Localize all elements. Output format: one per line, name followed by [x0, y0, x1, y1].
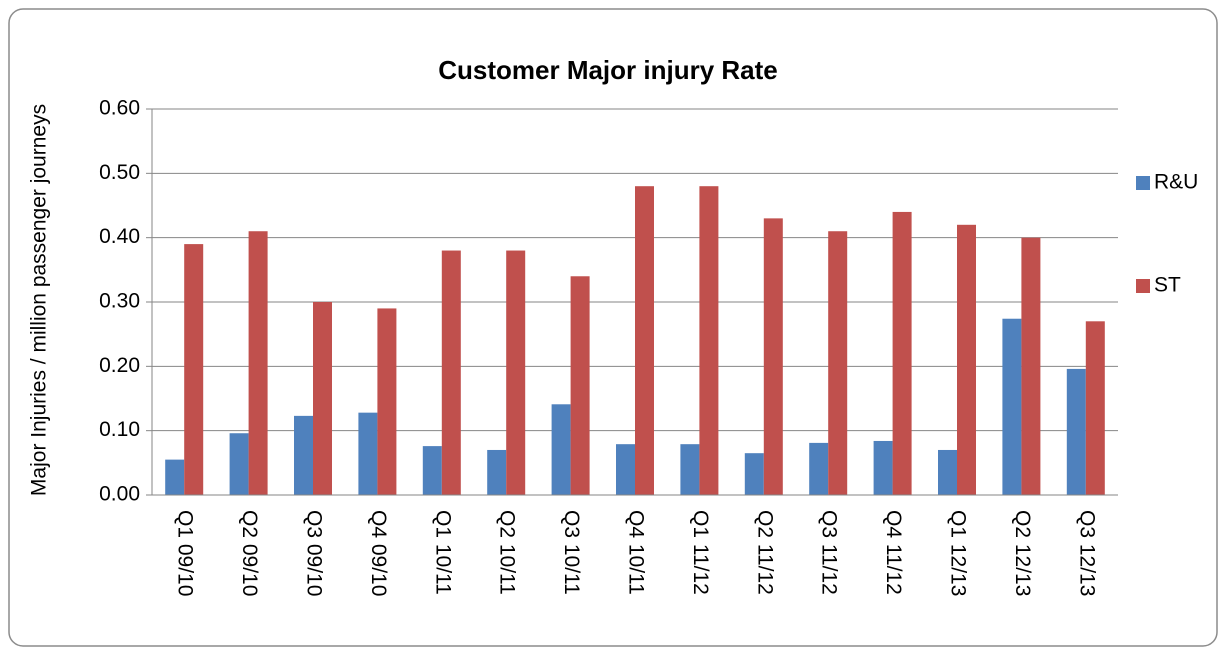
- bar: [506, 250, 526, 495]
- bar: [551, 404, 571, 495]
- bar: [377, 308, 397, 495]
- x-tick-label: Q4 10/11: [624, 510, 647, 595]
- x-tick-label: Q2 09/10: [238, 510, 261, 596]
- bar: [873, 440, 893, 495]
- bar: [1085, 321, 1105, 495]
- x-tick-label: Q2 12/13: [1011, 510, 1034, 596]
- y-tick-label: 0.40: [99, 225, 140, 248]
- legend-label: R&U: [1154, 171, 1198, 194]
- x-tick-label: Q4 11/12: [882, 510, 905, 595]
- bar: [1002, 318, 1022, 495]
- bar: [570, 276, 590, 495]
- y-tick-label: 0.10: [99, 418, 140, 441]
- bar: [184, 244, 204, 495]
- y-tick-label: 0.00: [99, 483, 140, 506]
- bar: [938, 449, 957, 495]
- x-tick-label: Q2 10/11: [496, 510, 519, 595]
- bar: [294, 415, 313, 495]
- x-tick-label: Q3 12/13: [1075, 510, 1098, 596]
- bar: [229, 433, 249, 495]
- bar: [809, 442, 829, 495]
- chart-title: Customer Major injury Rate: [438, 55, 778, 85]
- bar: [680, 444, 700, 495]
- y-tick-label: 0.60: [99, 97, 140, 120]
- legend-swatch: [1136, 176, 1150, 190]
- x-tick-label: Q2 11/12: [753, 510, 776, 595]
- bar: [1066, 368, 1086, 495]
- bar: [165, 459, 185, 495]
- bar: [699, 186, 719, 495]
- bar: [1021, 237, 1041, 495]
- x-tick-label: Q4 09/10: [367, 510, 390, 596]
- x-tick-label: Q1 10/11: [431, 510, 454, 595]
- bar: [616, 444, 635, 495]
- y-axis-label: Major Injuries / million passenger journ…: [28, 104, 51, 496]
- legend-swatch: [1136, 279, 1150, 293]
- bar: [422, 446, 442, 495]
- x-tick-label: Q3 10/11: [560, 510, 583, 595]
- x-tick-label: Q3 11/12: [818, 510, 841, 595]
- bar: [635, 186, 654, 495]
- x-tick-label: Q1 09/10: [174, 510, 197, 596]
- bar: [892, 211, 912, 495]
- bar: [358, 412, 378, 495]
- x-tick-label: Q1 11/12: [689, 510, 712, 595]
- bar: [763, 218, 783, 495]
- x-tick-label: Q1 12/13: [946, 510, 969, 596]
- bar: [744, 453, 764, 495]
- bar: [828, 231, 848, 495]
- y-tick-label: 0.30: [99, 290, 140, 313]
- bar: [441, 250, 461, 495]
- bar: [487, 449, 507, 495]
- bar: [313, 302, 332, 495]
- bar: [957, 224, 976, 496]
- bar: [248, 231, 268, 495]
- y-tick-label: 0.50: [99, 161, 140, 184]
- x-tick-label: Q3 09/10: [302, 510, 325, 596]
- legend-label: ST: [1154, 274, 1181, 297]
- y-tick-label: 0.20: [99, 354, 140, 377]
